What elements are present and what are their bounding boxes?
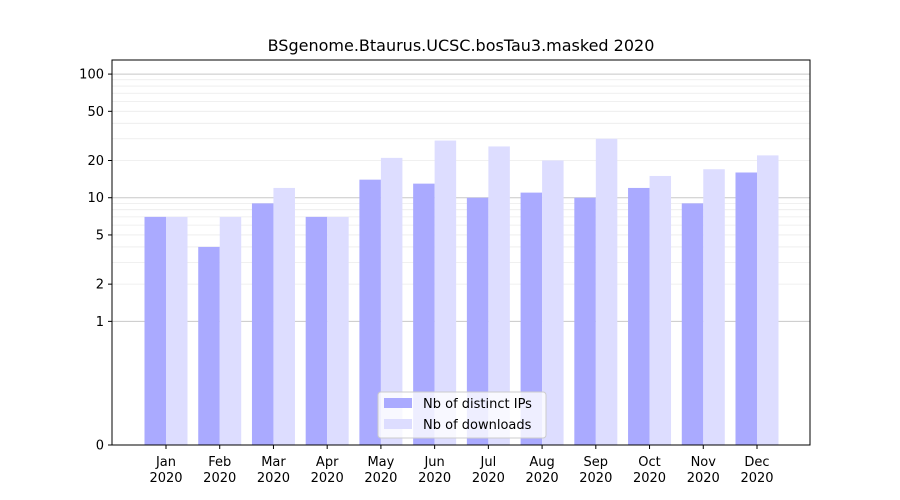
- x-tick-label-year: 2020: [257, 471, 290, 486]
- x-tick-label-year: 2020: [364, 471, 397, 486]
- legend-swatch: [384, 419, 412, 429]
- x-tick-label-month: Feb: [208, 455, 231, 470]
- x-tick-label-month: Jan: [155, 455, 176, 470]
- x-tick-label-month: Oct: [638, 455, 660, 470]
- y-tick-label: 100: [79, 68, 104, 83]
- x-tick-label-year: 2020: [740, 471, 773, 486]
- bar-ips: [144, 216, 166, 445]
- bar-ips: [413, 183, 435, 445]
- y-tick-label: 5: [96, 228, 104, 243]
- bar-downloads: [542, 160, 564, 445]
- bar-ips: [466, 197, 489, 445]
- bar-ips: [251, 203, 274, 445]
- x-tick-label-month: Jul: [480, 455, 497, 470]
- bar-downloads: [273, 187, 295, 445]
- bar-ips: [735, 172, 757, 446]
- bar-downloads: [649, 175, 672, 445]
- bar-downloads: [166, 216, 188, 445]
- x-tick-label-year: 2020: [311, 471, 344, 486]
- bar-downloads: [327, 216, 349, 445]
- y-axis-ticks: 0 1 2 5 10 20 50 100: [79, 68, 112, 454]
- bar-downloads: [219, 216, 242, 445]
- y-tick-label: 50: [87, 105, 104, 120]
- bar-ips: [305, 216, 328, 445]
- x-tick-label-month: Jun: [423, 455, 444, 470]
- x-tick-label-year: 2020: [526, 471, 559, 486]
- bar-ips: [574, 197, 596, 445]
- bar-downloads: [595, 138, 618, 446]
- bar-ips: [681, 203, 704, 445]
- bar-ips: [520, 192, 543, 445]
- bar-downloads: [434, 140, 457, 445]
- x-tick-label-month: Dec: [744, 455, 769, 470]
- y-tick-label: 20: [87, 154, 104, 169]
- bars: [144, 138, 779, 446]
- chart-title: BSgenome.Btaurus.UCSC.bosTau3.masked 202…: [268, 36, 655, 55]
- legend-swatch: [384, 398, 412, 408]
- x-tick-label-month: Nov: [691, 455, 717, 470]
- legend: Nb of distinct IPs Nb of downloads: [377, 391, 547, 439]
- y-tick-label: 2: [96, 278, 104, 293]
- x-tick-label-month: May: [367, 455, 394, 470]
- legend-label: Nb of downloads: [423, 418, 532, 433]
- x-tick-label-month: Mar: [261, 455, 286, 470]
- bar-downloads: [703, 169, 725, 445]
- y-tick-label: 0: [96, 439, 104, 454]
- bar-ips: [359, 179, 381, 446]
- legend-label: Nb of distinct IPs: [423, 397, 532, 412]
- bar-downloads: [488, 146, 510, 445]
- x-tick-label-year: 2020: [633, 471, 666, 486]
- x-tick-label-year: 2020: [418, 471, 451, 486]
- plot-frame: [111, 59, 811, 446]
- x-tick-label-year: 2020: [687, 471, 720, 486]
- y-tick-label: 10: [87, 191, 104, 206]
- x-tick-label-month: Aug: [529, 455, 554, 470]
- x-tick-label-year: 2020: [472, 471, 505, 486]
- x-axis-ticks: Jan2020Feb2020Mar2020Apr2020May2020Jun20…: [149, 445, 774, 486]
- bar-downloads: [380, 157, 403, 446]
- bar-ips: [628, 187, 650, 445]
- y-tick-label: 1: [96, 315, 104, 330]
- x-tick-label-year: 2020: [203, 471, 236, 486]
- x-tick-label-year: 2020: [579, 471, 612, 486]
- x-tick-label-year: 2020: [149, 471, 182, 486]
- bar-downloads: [757, 155, 779, 445]
- legend-box: [377, 391, 547, 439]
- bar-ips: [198, 246, 220, 445]
- x-tick-label-month: Sep: [584, 455, 609, 470]
- x-tick-label-month: Apr: [316, 455, 339, 470]
